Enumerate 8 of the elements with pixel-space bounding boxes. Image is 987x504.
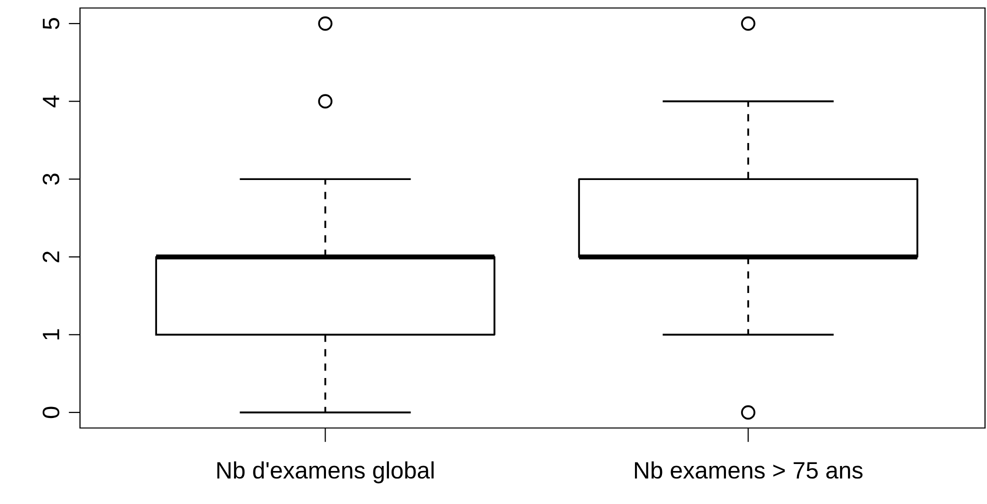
y-tick-label: 4: [42, 95, 60, 108]
x-tick-label: Nb examens > 75 ans: [634, 461, 863, 479]
y-tick-label: 2: [42, 252, 60, 262]
y-tick-label: 3: [42, 174, 60, 185]
x-tick-label: Nb d'examens global: [217, 461, 434, 484]
y-tick-label: 0: [42, 406, 60, 418]
y-tick-label: 1: [42, 329, 60, 340]
y-tick-label: 5: [42, 18, 60, 30]
